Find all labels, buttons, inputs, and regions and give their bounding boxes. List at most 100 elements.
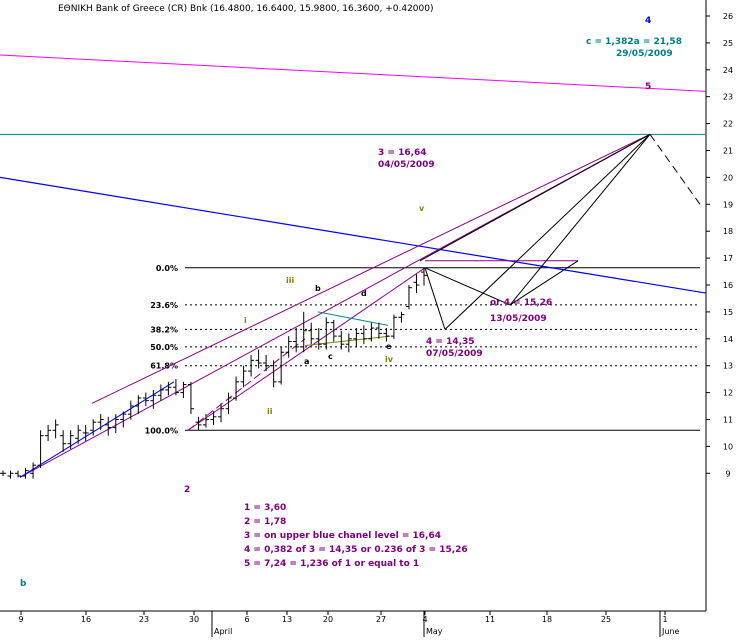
price-bar-7: [52, 419, 59, 439]
wave4b-annotation-line1: 4 = 14,35: [426, 337, 475, 347]
y-tick-label-12: 12: [723, 389, 733, 398]
price-bar-0: [0, 470, 6, 476]
y-tick-label-26: 26: [723, 12, 733, 21]
price-bars: [0, 267, 427, 479]
price-bar-10: [75, 424, 82, 444]
price-bar-4: [30, 462, 37, 479]
price-bar-54: [405, 285, 412, 310]
summary-line-4: 4 = 0,382 of 3 = 14,35 or 0.236 of 3 = 1…: [244, 545, 468, 555]
summary-line-5: 5 = 7,24 = 1,236 of 1 or equal to 1: [244, 559, 419, 569]
fib-label-23.6pct: 23.6%: [150, 301, 178, 310]
price-bar-3: [22, 467, 29, 479]
wave4a-annotation-line2: 13/05/2009: [490, 314, 547, 324]
price-bar-5: [37, 430, 44, 468]
price-bar-47: [353, 328, 360, 347]
blue-trend-line: [0, 176, 707, 294]
price-bar-48: [360, 325, 367, 345]
price-bar-44: [330, 319, 337, 342]
price-bar-2: [15, 470, 22, 478]
x-tick-label-11: 25: [601, 615, 611, 624]
y-tick-label-22: 22: [723, 120, 733, 129]
price-bar-41: [308, 322, 315, 345]
price-bar-33: [248, 354, 255, 377]
price-bar-6: [45, 424, 52, 442]
x-tick-label-3: 30: [189, 615, 199, 624]
projection-up-5b: [444, 133, 651, 330]
price-bar-32: [240, 365, 247, 388]
x-tick-label-4: 6: [244, 615, 249, 624]
y-tick-label-13: 13: [723, 362, 733, 371]
y-tick-label-19: 19: [723, 200, 733, 209]
y-tick-label-18: 18: [723, 227, 733, 236]
price-bar-26: [195, 416, 202, 431]
wave-label-ii: ii: [267, 407, 273, 416]
x-tick-label-9: 11: [485, 615, 495, 624]
y-tick-label-16: 16: [723, 281, 733, 290]
price-bar-1: [7, 470, 14, 479]
price-bar-46: [345, 333, 352, 353]
trend-lines: [0, 54, 707, 478]
wave3-annotation-line2: 04/05/2009: [378, 160, 435, 170]
summary-line-1: 1 = 3,60: [244, 503, 286, 513]
month-label-april: April: [214, 627, 232, 636]
projection-down-4a: [424, 267, 511, 306]
price-bar-53: [398, 311, 405, 323]
price-bar-22: [165, 381, 172, 396]
x-tick-label-10: 18: [542, 615, 552, 624]
price-bar-45: [338, 330, 345, 350]
triangle-upper-line: [317, 311, 389, 326]
wave-label-iv: iv: [385, 355, 394, 364]
price-bar-15: [112, 414, 119, 433]
y-tick-label-25: 25: [723, 39, 733, 48]
wave4a-annotation-line1: or 4 = 15,26: [490, 298, 552, 308]
channel-upper-line: [91, 133, 651, 404]
y-tick-label-23: 23: [723, 93, 733, 102]
x-tick-label-12: 1: [662, 615, 667, 624]
month-label-may: May: [426, 627, 443, 636]
x-tick-label-0: 9: [18, 615, 23, 624]
x-tick-label-7: 27: [376, 615, 386, 624]
projection-dashed-decline: [649, 134, 701, 205]
price-bar-39: [293, 328, 300, 353]
price-bar-42: [315, 328, 322, 350]
price-bar-34: [255, 349, 262, 369]
wave-label-v: v: [419, 204, 425, 213]
price-bar-55: [413, 274, 420, 294]
price-bar-51: [383, 328, 390, 342]
price-bar-19: [142, 392, 149, 407]
price-bar-49: [368, 322, 375, 342]
projection-join: [509, 260, 579, 306]
price-bar-9: [67, 430, 74, 450]
fib-label-61.8pct: 61.8%: [150, 362, 178, 371]
wave-label-5: 5: [645, 82, 651, 92]
y-tick-label-21: 21: [723, 147, 733, 156]
x-tick-label-2: 23: [139, 615, 149, 624]
x-tick-label-8: 4: [422, 615, 427, 624]
price-bar-29: [218, 403, 225, 423]
month-label-june: June: [661, 627, 680, 636]
price-bar-16: [120, 411, 127, 428]
price-bar-56: [421, 267, 427, 286]
projection-direct: [419, 133, 651, 262]
price-bar-52: [390, 314, 397, 339]
price-bar-24: [180, 381, 187, 398]
price-bar-25: [187, 381, 194, 415]
price-bar-18: [135, 395, 142, 415]
wave-label-b: b: [20, 579, 27, 589]
price-bar-23: [172, 379, 179, 396]
price-bar-40: [300, 311, 307, 353]
price-bar-27: [202, 414, 209, 428]
x-tick-label-5: 13: [282, 615, 292, 624]
y-tick-label-14: 14: [723, 335, 733, 344]
wave-label-e: e: [386, 342, 392, 351]
x-tick-label-6: 20: [323, 615, 333, 624]
wave3-channel-line: [187, 267, 426, 431]
price-bar-30: [225, 392, 232, 415]
price-bar-8: [60, 430, 67, 452]
price-bar-14: [105, 416, 112, 436]
price-bar-37: [278, 346, 285, 385]
